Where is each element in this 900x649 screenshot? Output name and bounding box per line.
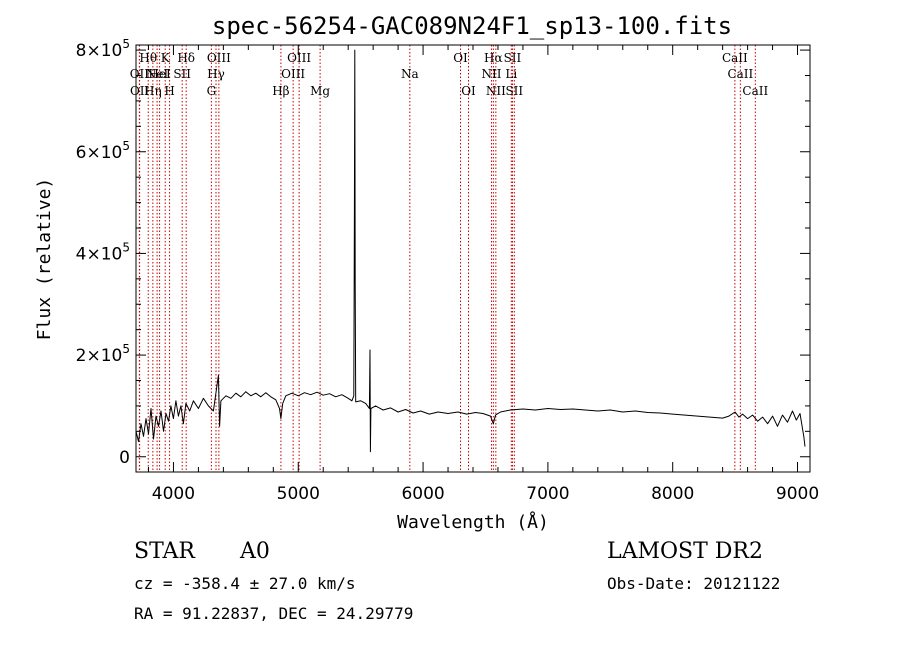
line-marker-label: OIII: [287, 51, 311, 65]
line-marker-label: HeI: [148, 67, 171, 81]
line-marker-label: OII: [130, 67, 150, 81]
object-class: STAR: [134, 539, 196, 564]
line-marker-label: OIII: [281, 67, 305, 81]
line-marker-label: NII: [486, 84, 506, 98]
line-marker-label: SII: [173, 67, 191, 81]
line-marker-label: CaII: [742, 84, 768, 98]
line-marker-label: K: [161, 51, 171, 65]
line-marker-label: Hβ: [272, 84, 289, 98]
plot-frame: [135, 44, 811, 473]
line-marker-label: Mg: [310, 84, 330, 98]
line-marker-label: G: [207, 84, 217, 98]
x-tick-label: 9000: [776, 484, 819, 504]
line-marker-label: Hδ: [177, 51, 195, 65]
line-marker-label: Hη: [144, 84, 162, 98]
line-marker-label: Na: [401, 67, 419, 81]
line-marker-label: CaII: [722, 51, 748, 65]
x-axis: 4000 5000 6000 7000 8000 9000: [147, 45, 819, 504]
y-tick-label: 4×105: [76, 240, 130, 264]
x-axis-label: Wavelength (Å): [397, 511, 549, 533]
survey-label: LAMOST DR2: [607, 539, 763, 564]
x-tick-label: 8000: [651, 484, 694, 504]
chart-title: spec-56254-GAC089N24F1_sp13-100.fits: [212, 12, 732, 40]
line-marker-label: NII: [481, 67, 501, 81]
x-tick-label: 5000: [277, 484, 320, 504]
line-marker-label: OI: [453, 51, 468, 65]
line-marker-label: OII: [130, 84, 150, 98]
y-axis: 0 2×105 4×105 6×105 8×105: [76, 37, 810, 468]
object-subclass: A0: [239, 539, 270, 564]
line-marker-label: SII: [504, 51, 522, 65]
y-tick-label: 2×105: [76, 342, 130, 366]
spectrum-line: [135, 49, 806, 453]
line-marker-label: Li: [505, 67, 517, 81]
line-marker-label: Hγ: [207, 67, 225, 81]
line-marker-label: H: [164, 84, 174, 98]
coordinates-text: RA = 91.22837, DEC = 24.29779: [134, 604, 413, 623]
line-marker-label: OI: [461, 84, 476, 98]
x-tick-label: 6000: [401, 484, 444, 504]
line-marker-label: SII: [505, 84, 523, 98]
obs-date-text: Obs-Date: 20121122: [607, 574, 780, 593]
x-tick-label: 4000: [152, 484, 195, 504]
series-layer: [135, 49, 806, 453]
line-marker-label: OIII: [207, 51, 231, 65]
y-tick-label: 0: [119, 448, 130, 468]
y-axis-label: Flux (relative): [34, 178, 55, 341]
line-marker-label: Hα: [484, 51, 503, 65]
redshift-text: cz = -358.4 ± 27.0 km/s: [134, 574, 356, 593]
line-markers: [138, 45, 756, 472]
line-marker-label: CaII: [727, 67, 753, 81]
y-tick-label: 8×105: [76, 37, 130, 61]
line-marker-label: NeI: [146, 67, 169, 81]
y-tick-label: 6×105: [76, 139, 130, 163]
line-marker-label: Hθ: [139, 51, 157, 65]
x-tick-label: 7000: [526, 484, 569, 504]
